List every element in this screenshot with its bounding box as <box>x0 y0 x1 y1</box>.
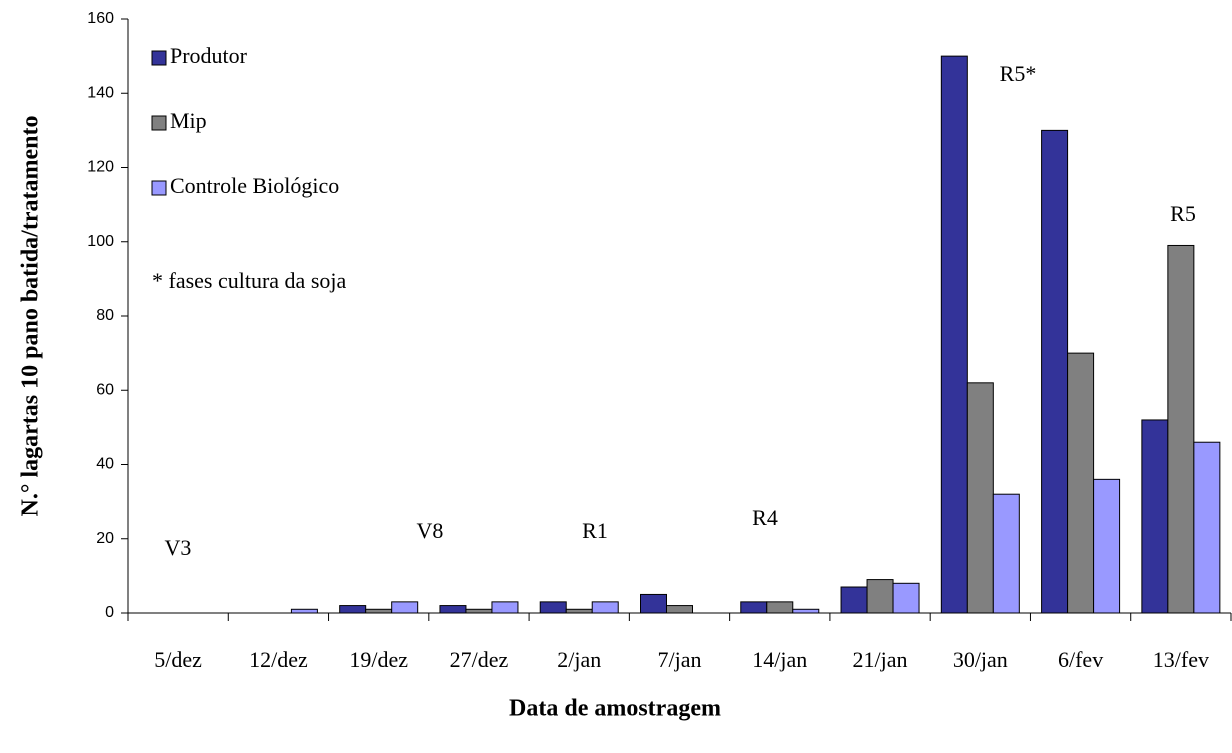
bar <box>640 593 667 614</box>
annotation: R4 <box>752 505 778 530</box>
x-tick-label: 19/dez <box>349 647 408 672</box>
bar <box>1167 244 1195 614</box>
y-tick-label: 0 <box>105 604 114 621</box>
legend-swatch <box>151 180 167 196</box>
bar <box>465 608 493 614</box>
y-tick-label: 20 <box>96 530 114 547</box>
bar <box>766 601 794 614</box>
y-tick-label: 120 <box>87 159 114 176</box>
x-tick-label: 14/jan <box>752 647 807 672</box>
bar <box>439 605 467 614</box>
y-tick-label: 60 <box>96 381 114 398</box>
y-tick-label: 140 <box>87 84 114 101</box>
x-tick-label: 7/jan <box>658 647 702 672</box>
note: * fases cultura da soja <box>152 268 346 293</box>
legend-swatch <box>151 50 167 66</box>
bar <box>391 601 419 614</box>
x-tick-label: 12/dez <box>249 647 308 672</box>
x-tick-label: 21/jan <box>853 647 908 672</box>
annotation: R5* <box>1000 61 1037 86</box>
bar <box>491 601 519 614</box>
bar <box>1141 419 1169 614</box>
bar <box>1093 478 1121 614</box>
bar <box>740 601 768 614</box>
legend-label: Mip <box>170 108 207 133</box>
y-tick-label: 40 <box>96 456 114 473</box>
legend-label: Produtor <box>170 43 248 68</box>
annotation: V3 <box>165 535 192 560</box>
bar <box>892 582 920 614</box>
x-tick-label: 27/dez <box>450 647 509 672</box>
annotation: V8 <box>417 518 444 543</box>
bar <box>1193 441 1221 614</box>
bar <box>539 601 567 614</box>
bar <box>966 382 994 614</box>
bar <box>840 586 868 614</box>
legend-swatch <box>151 115 167 131</box>
bar <box>792 608 820 614</box>
y-tick-label: 160 <box>87 10 114 27</box>
bar <box>339 605 367 614</box>
x-tick-label: 30/jan <box>953 647 1008 672</box>
bar <box>866 579 894 614</box>
bar <box>365 608 393 614</box>
x-tick-label: 6/fev <box>1058 647 1103 672</box>
bar <box>940 55 968 614</box>
bar <box>992 493 1020 614</box>
y-tick-label: 80 <box>96 307 114 324</box>
bar <box>1041 129 1069 614</box>
bar <box>565 608 593 614</box>
bar <box>591 601 619 614</box>
y-tick-label: 100 <box>87 233 114 250</box>
y-axis-title: N.° lagartas 10 pano batida/tratamento <box>18 116 44 517</box>
bar <box>1067 352 1095 614</box>
x-tick-label: 5/dez <box>154 647 202 672</box>
x-tick-label: 13/fev <box>1153 647 1209 672</box>
legend-label: Controle Biológico <box>170 173 339 198</box>
annotation: R1 <box>582 518 608 543</box>
annotation: R5 <box>1170 201 1196 226</box>
bar <box>666 605 693 614</box>
x-axis-title: Data de amostragem <box>509 696 721 722</box>
bar <box>290 608 318 614</box>
x-tick-label: 2/jan <box>557 647 601 672</box>
